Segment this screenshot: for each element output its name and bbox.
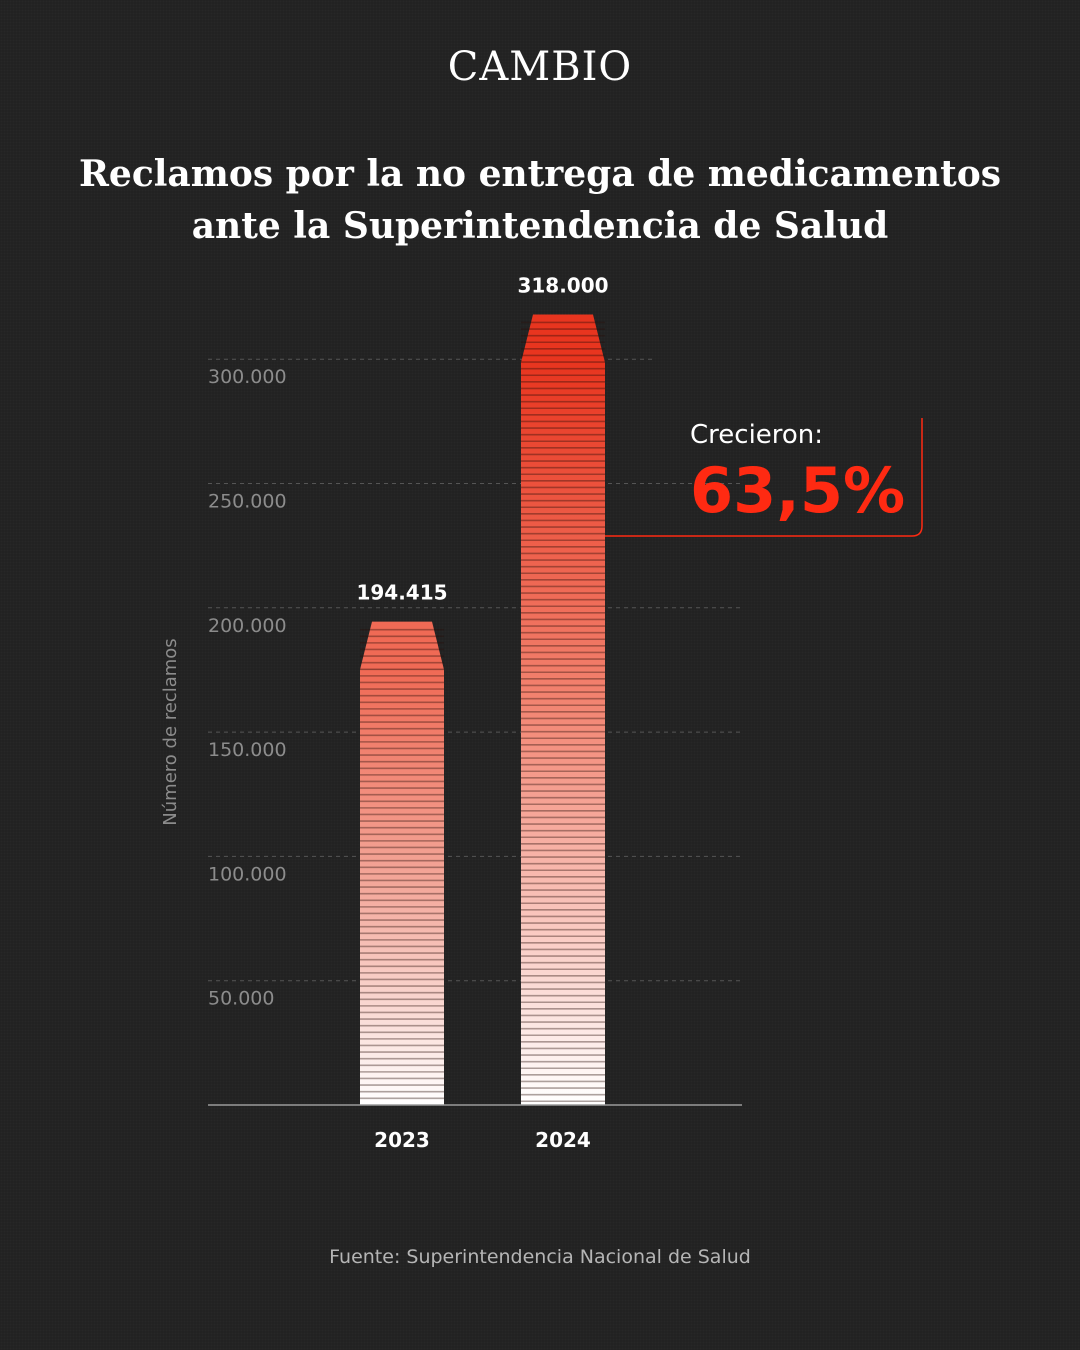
bar-body [360, 669, 444, 1105]
page-title: Reclamos por la no entrega de medicament… [40, 148, 1040, 252]
callout-label: Crecieron: [690, 420, 823, 450]
y-axis-label: Número de reclamos [160, 638, 181, 825]
title-line-2: ante la Superintendencia de Salud [191, 205, 889, 247]
grid-lines [208, 358, 742, 982]
y-tick-label: 50.000 [208, 988, 274, 1010]
bar-cap [521, 314, 605, 363]
callout-bracket [605, 418, 923, 537]
y-tick-label: 200.000 [208, 615, 287, 637]
value-label: 318.000 [517, 273, 608, 297]
title-line-1: Reclamos por la no entrega de medicament… [79, 153, 1001, 195]
bar-2023 [360, 621, 444, 1105]
value-label: 194.415 [356, 581, 447, 605]
x-tick-label: 2023 [374, 1128, 430, 1152]
callout-value: 63,5% [690, 454, 905, 527]
x-tick-label: 2024 [535, 1128, 591, 1152]
x-axis-ticks: 2023 2024 [374, 1128, 591, 1152]
y-tick-label: 300.000 [208, 366, 287, 388]
bars: 194.415 318.000 [356, 273, 609, 1105]
bar-cap [360, 621, 444, 670]
brand-logo: CAMBIO [447, 44, 633, 90]
bar-body [521, 362, 605, 1105]
bar-2024 [521, 314, 605, 1105]
y-tick-label: 250.000 [208, 491, 287, 513]
y-tick-label: 150.000 [208, 739, 287, 761]
source-note: Fuente: Superintendencia Nacional de Sal… [329, 1246, 751, 1268]
y-axis-ticks: 50.000 100.000 150.000 200.000 250.000 300.00… [208, 366, 287, 1010]
y-tick-label: 100.000 [208, 863, 287, 885]
growth-callout: Crecieron: 63,5% [605, 418, 923, 537]
